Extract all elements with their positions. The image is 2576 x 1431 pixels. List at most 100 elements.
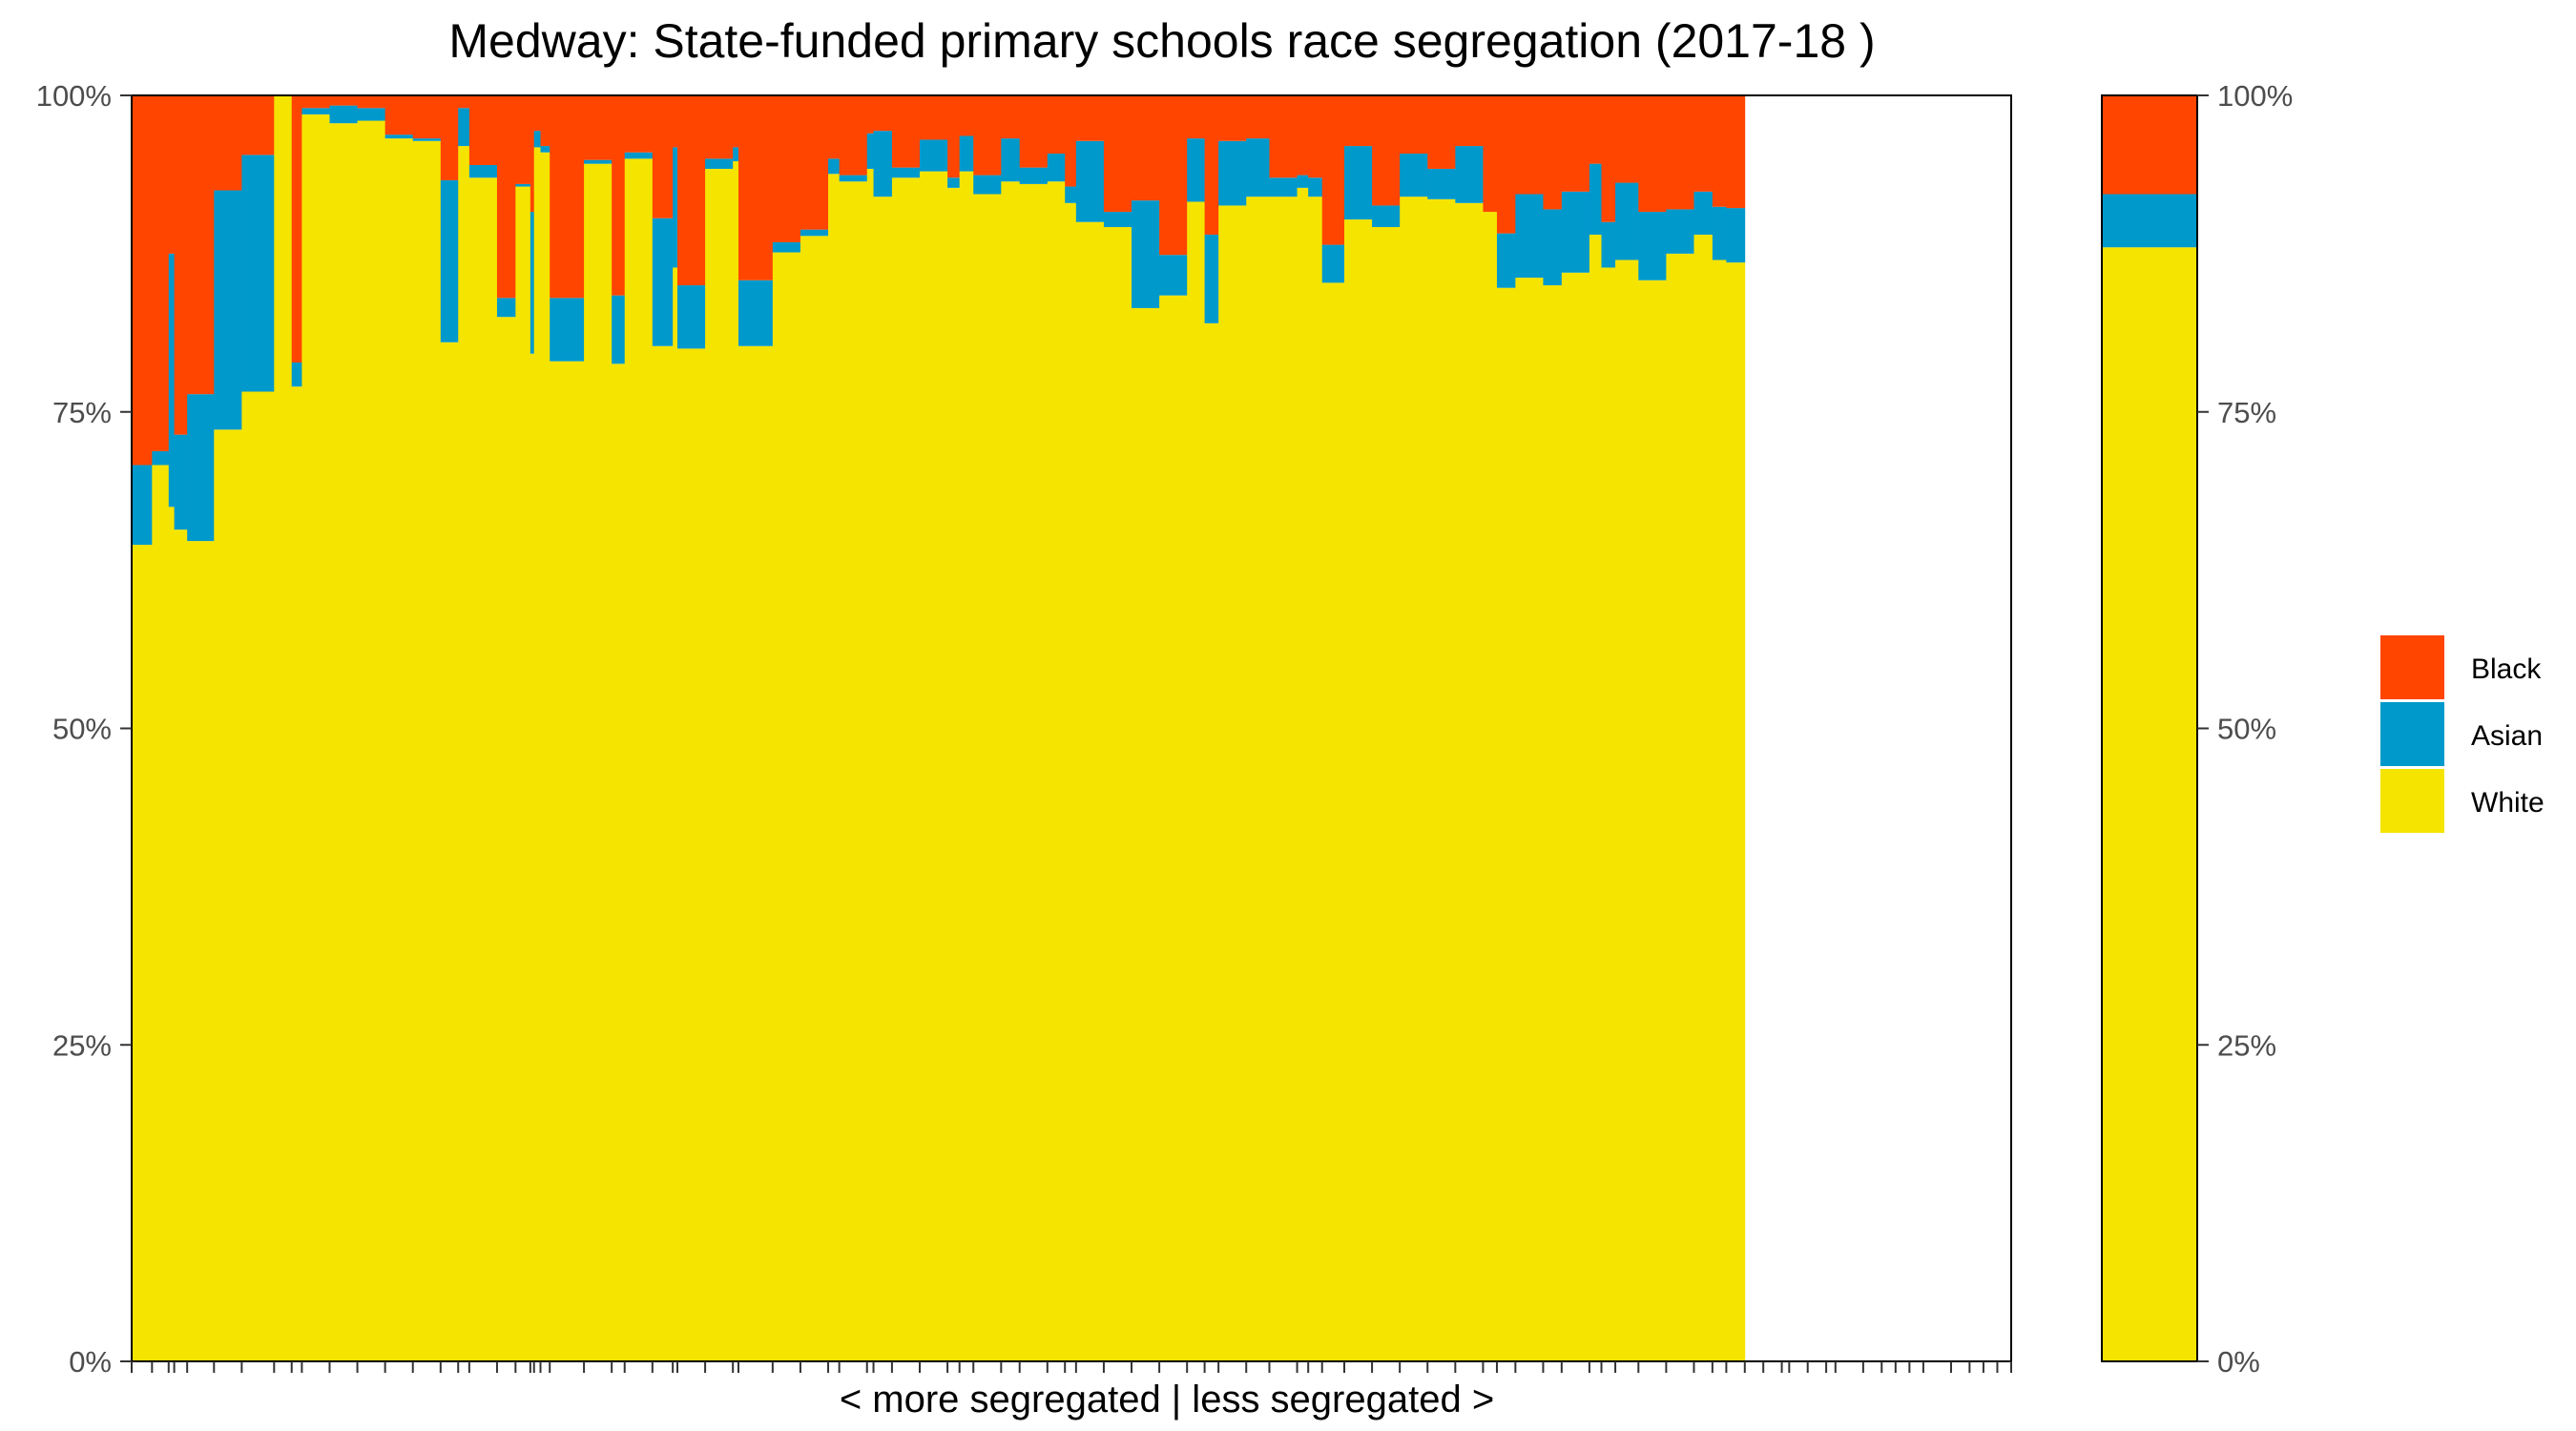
school-18-white-bar [496, 317, 516, 1362]
school-54-white-bar [1218, 205, 1247, 1362]
school-51-black-bar [1159, 95, 1188, 256]
school-49-asian-bar [1103, 212, 1132, 228]
school-17-asian-bar [468, 164, 498, 178]
school-24-asian-bar [584, 159, 613, 164]
school-29-black-bar [676, 95, 706, 286]
school-39-asian-bar [891, 167, 921, 178]
y-tick-label: 50% [2217, 713, 2276, 746]
school-10-black-bar [301, 95, 330, 109]
school-22-asian-bar [540, 146, 551, 153]
school-2-white-bar [152, 465, 170, 1361]
school-16-white-bar [458, 146, 470, 1362]
school-77-white-bar [1726, 262, 1746, 1361]
legend-swatch-black [2380, 635, 2444, 699]
school-38-asian-bar [873, 131, 893, 197]
school-32-white-bar [737, 345, 774, 1362]
legend-swatch-asian [2380, 702, 2444, 766]
school-71-white-bar [1601, 267, 1616, 1362]
school-57-white-bar [1297, 187, 1309, 1362]
school-58-white-bar [1308, 197, 1323, 1361]
school-5-asian-bar [187, 394, 215, 542]
school-24-black-bar [584, 95, 613, 160]
school-60-black-bar [1343, 95, 1373, 147]
school-19-asian-bar [515, 183, 531, 187]
school-73-asian-bar [1638, 212, 1667, 280]
school-45-white-bar [1019, 183, 1049, 1361]
school-1-white-bar [132, 545, 153, 1361]
school-53-asian-bar [1204, 234, 1219, 323]
school-32-asian-bar [737, 280, 774, 346]
school-53-black-bar [1204, 95, 1219, 235]
school-12-white-bar [357, 120, 386, 1361]
chart-title: Medway: State-funded primary schools rac… [448, 14, 1875, 68]
y-tick-label: 75% [2217, 396, 2276, 429]
school-17-white-bar [468, 177, 498, 1361]
school-71-asian-bar [1601, 221, 1616, 268]
school-45-black-bar [1019, 95, 1049, 168]
school-52-asian-bar [1187, 138, 1206, 202]
school-37-white-bar [866, 168, 874, 1361]
school-43-white-bar [973, 194, 1002, 1362]
school-50-asian-bar [1132, 200, 1160, 308]
school-11-black-bar [329, 95, 358, 106]
y-tick-label: 25% [52, 1028, 112, 1062]
school-20-black-bar [530, 95, 535, 213]
school-34-asian-bar [800, 229, 829, 237]
school-56-black-bar [1269, 95, 1298, 178]
school-74-black-bar [1666, 95, 1694, 210]
school-40-asian-bar [920, 139, 948, 172]
school-46-asian-bar [1047, 154, 1066, 182]
school-50-black-bar [1132, 95, 1160, 201]
school-72-white-bar [1615, 259, 1639, 1361]
school-7-white-bar [241, 391, 275, 1361]
school-77-black-bar [1726, 95, 1746, 209]
school-30-asian-bar [705, 158, 734, 169]
school-59-white-bar [1321, 282, 1345, 1361]
school-15-white-bar [440, 342, 459, 1361]
school-48-white-bar [1075, 221, 1105, 1362]
school-3-black-bar [168, 95, 175, 254]
school-12-black-bar [357, 95, 386, 109]
school-26-asian-bar [624, 152, 654, 159]
school-15-asian-bar [440, 179, 459, 342]
school-70-asian-bar [1589, 163, 1602, 235]
left-y-axis: 0% 25% 50% 75% 100% [36, 79, 132, 1379]
school-5-white-bar [187, 541, 215, 1361]
legend: Black Asian White [2380, 635, 2545, 833]
school-1-asian-bar [132, 465, 153, 546]
school-39-white-bar [891, 177, 921, 1361]
school-34-black-bar [800, 95, 829, 230]
legend-label-white: White [2471, 787, 2545, 819]
school-26-black-bar [624, 95, 654, 153]
school-21-white-bar [533, 147, 541, 1362]
school-66-asian-bar [1496, 233, 1516, 288]
school-10-white-bar [301, 114, 330, 1361]
school-35-black-bar [828, 95, 841, 159]
school-61-white-bar [1372, 227, 1401, 1361]
school-35-white-bar [828, 174, 841, 1361]
school-53-white-bar [1204, 322, 1219, 1361]
x-axis-ticks [131, 1361, 2012, 1373]
school-23-white-bar [550, 361, 585, 1361]
school-76-black-bar [1712, 95, 1727, 207]
y-tick-label: 0% [69, 1345, 112, 1379]
school-40-black-bar [920, 95, 948, 140]
school-42-asian-bar [959, 135, 974, 172]
school-7-asian-bar [241, 155, 275, 392]
school-22-white-bar [540, 152, 551, 1362]
school-23-asian-bar [550, 298, 585, 362]
school-51-asian-bar [1159, 255, 1188, 296]
school-37-black-bar [866, 95, 874, 134]
school-41-asian-bar [947, 177, 961, 188]
school-66-white-bar [1496, 287, 1516, 1362]
school-46-white-bar [1047, 181, 1066, 1362]
school-27-asian-bar [652, 218, 674, 346]
schools-panel-bars [132, 95, 1746, 1362]
school-13-asian-bar [384, 135, 414, 139]
school-70-black-bar [1589, 95, 1602, 164]
school-6-black-bar [214, 95, 242, 191]
y-tick-label: 0% [2217, 1345, 2260, 1379]
school-68-asian-bar [1543, 209, 1563, 286]
school-48-asian-bar [1075, 140, 1105, 222]
school-20-white-bar [530, 353, 535, 1361]
